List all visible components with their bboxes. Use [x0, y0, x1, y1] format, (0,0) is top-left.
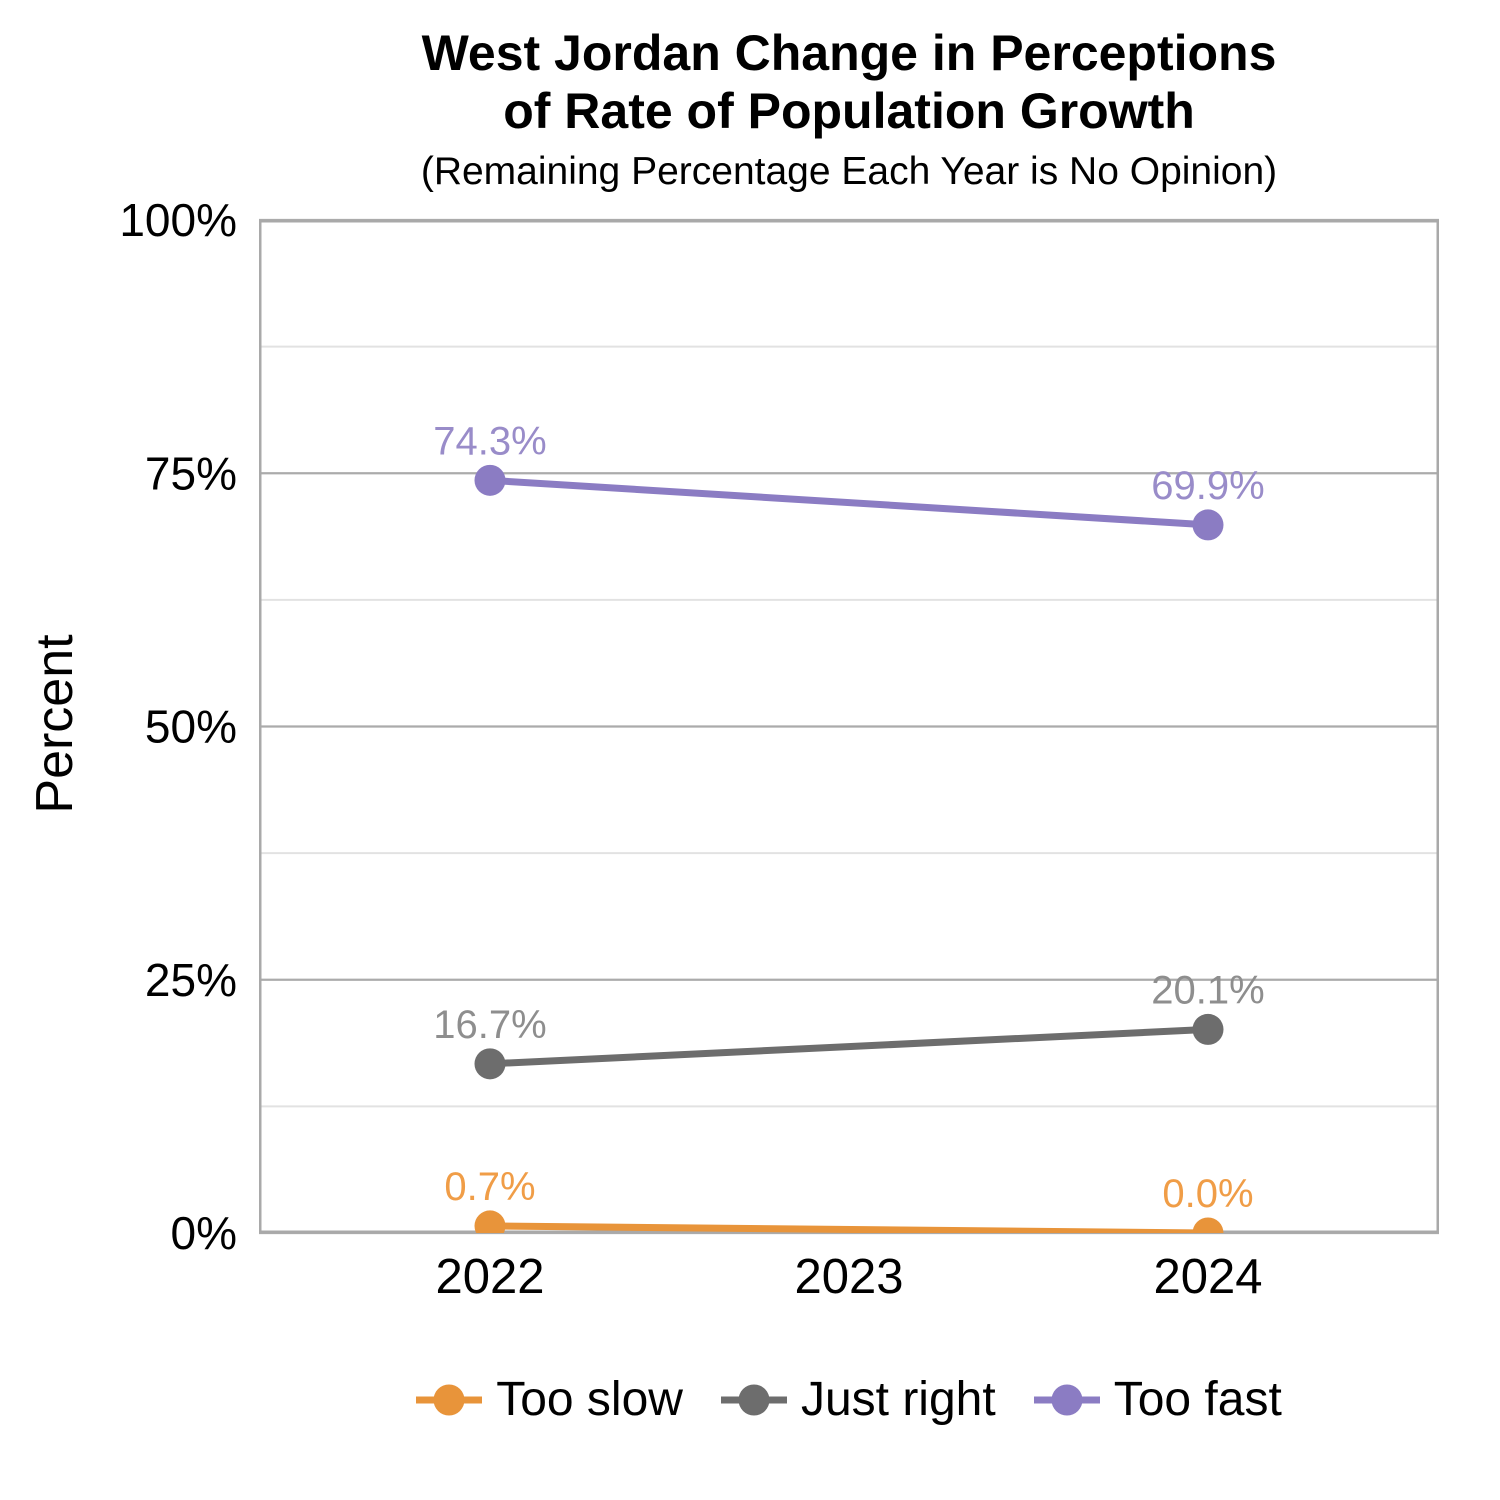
y-tick-label: 25% [145, 954, 237, 1006]
legend-label: Too slow [496, 1373, 683, 1426]
data-point-label-just-right-2024: 20.1% [1151, 968, 1264, 1012]
legend: Too slow Just right Too fast [259, 1372, 1439, 1427]
legend-marker-icon [416, 1377, 483, 1423]
data-point-too-slow-2022 [474, 1210, 506, 1233]
legend-item-too-fast: Too fast [1033, 1372, 1282, 1427]
chart-title-line2: of Rate of Population Growth [503, 83, 1195, 139]
y-tick-label: 50% [145, 701, 237, 753]
y-tick-label: 100% [119, 194, 237, 246]
plot-area: 0.7% 0.0% 16.7% 20.1% 74.3% 69.9% 0% 25% 50% 75% 1… [119, 194, 1439, 1304]
data-point-label-too-fast-2022: 74.3% [433, 419, 546, 463]
x-tick-label: 2022 [435, 1250, 544, 1304]
chart-subtitle: (Remaining Percentage Each Year is No Op… [420, 150, 1278, 193]
data-point-too-fast-2024 [1192, 509, 1224, 541]
data-point-label-too-slow-2024: 0.0% [1162, 1172, 1253, 1216]
series-line-too-slow [489, 1222, 1209, 1233]
y-tick-label: 75% [145, 447, 237, 499]
legend-item-too-slow: Too slow [416, 1372, 683, 1427]
series-line-just-right [489, 1025, 1209, 1068]
legend-item-just-right: Just right [720, 1372, 996, 1427]
data-point-label-just-right-2022: 16.7% [433, 1003, 546, 1047]
x-tick-label: 2023 [794, 1250, 903, 1304]
data-point-too-fast-2022 [474, 464, 506, 496]
y-axis-title: Percent [26, 634, 84, 814]
y-tick-label: 0% [171, 1207, 237, 1259]
data-point-just-right-2022 [474, 1048, 506, 1080]
chart-title-line1: West Jordan Change in Perceptions [421, 25, 1277, 81]
data-point-label-too-fast-2024: 69.9% [1151, 464, 1264, 508]
legend-label: Too fast [1113, 1373, 1282, 1426]
legend-marker-icon [720, 1377, 787, 1423]
x-tick-label: 2024 [1153, 1250, 1262, 1304]
legend-label: Just right [800, 1373, 996, 1426]
legend-marker-icon [1033, 1377, 1100, 1423]
data-point-too-slow-2024 [1192, 1217, 1224, 1233]
title-block: West Jordan Change in Perceptions of Rat… [259, 24, 1439, 194]
data-point-label-too-slow-2022: 0.7% [444, 1165, 535, 1209]
data-point-just-right-2024 [1192, 1013, 1224, 1045]
series-line-too-fast [489, 476, 1209, 529]
